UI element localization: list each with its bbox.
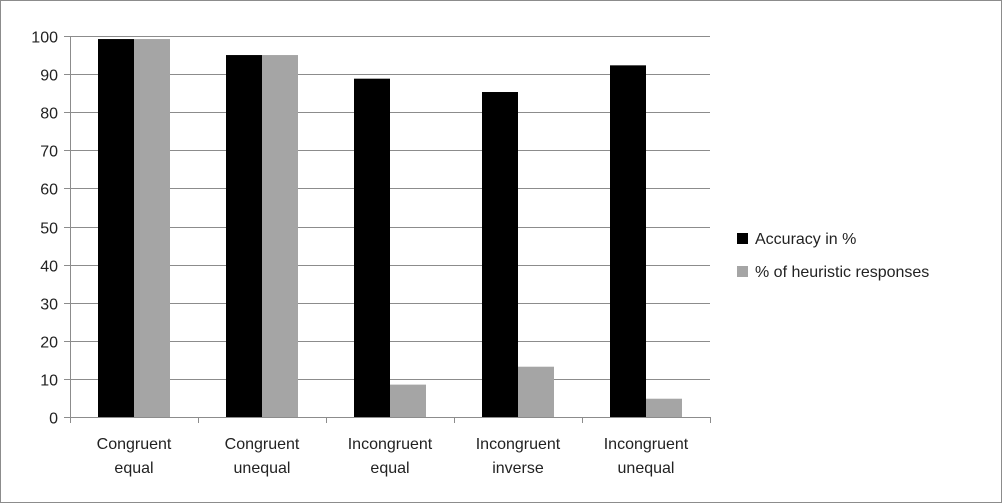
x-category-label: equal bbox=[370, 460, 409, 477]
x-category-label: Congruent bbox=[97, 436, 172, 453]
x-category-label: Incongruent bbox=[348, 436, 433, 453]
y-tick-label: 90 bbox=[40, 68, 58, 85]
x-category-label: Congruent bbox=[225, 436, 300, 453]
y-tick-label: 10 bbox=[40, 373, 58, 390]
y-tick-label: 70 bbox=[40, 144, 58, 161]
legend-swatch bbox=[737, 233, 748, 244]
y-tick-label: 40 bbox=[40, 259, 58, 276]
legend-label: % of heuristic responses bbox=[755, 264, 929, 281]
legend-swatch bbox=[737, 266, 748, 277]
x-category-label: Incongruent bbox=[476, 436, 561, 453]
bar-accuracy bbox=[610, 65, 646, 417]
y-tick-label: 50 bbox=[40, 221, 58, 238]
y-tick-labels: 0 10 20 30 40 50 60 70 80 90 100 bbox=[31, 30, 58, 428]
x-category-label: unequal bbox=[234, 460, 291, 477]
gridlines bbox=[70, 36, 710, 380]
bar-heuristic bbox=[134, 39, 170, 417]
bar-accuracy bbox=[226, 55, 262, 418]
bar-heuristic bbox=[390, 384, 426, 417]
legend: Accuracy in % % of heuristic responses bbox=[737, 231, 929, 281]
bar-accuracy bbox=[354, 78, 390, 417]
legend-label: Accuracy in % bbox=[755, 231, 856, 248]
y-tick-label: 60 bbox=[40, 182, 58, 199]
y-tick-label: 0 bbox=[49, 411, 58, 428]
bar-heuristic bbox=[646, 398, 682, 417]
bar-heuristic bbox=[518, 366, 554, 417]
bars bbox=[98, 39, 682, 418]
bar-accuracy bbox=[482, 92, 518, 417]
x-category-label: Incongruent bbox=[604, 436, 689, 453]
x-category-label: equal bbox=[114, 460, 153, 477]
y-tick-label: 80 bbox=[40, 106, 58, 123]
x-category-labels: Congruent equal Congruent unequal Incongruen… bbox=[97, 436, 689, 477]
bar-accuracy bbox=[98, 39, 134, 417]
axes bbox=[64, 36, 711, 423]
y-tick-label: 20 bbox=[40, 335, 58, 352]
y-tick-label: 30 bbox=[40, 297, 58, 314]
bar-heuristic bbox=[262, 55, 298, 418]
x-category-label: inverse bbox=[492, 460, 544, 477]
y-tick-label: 100 bbox=[31, 30, 58, 47]
x-category-label: unequal bbox=[618, 460, 675, 477]
